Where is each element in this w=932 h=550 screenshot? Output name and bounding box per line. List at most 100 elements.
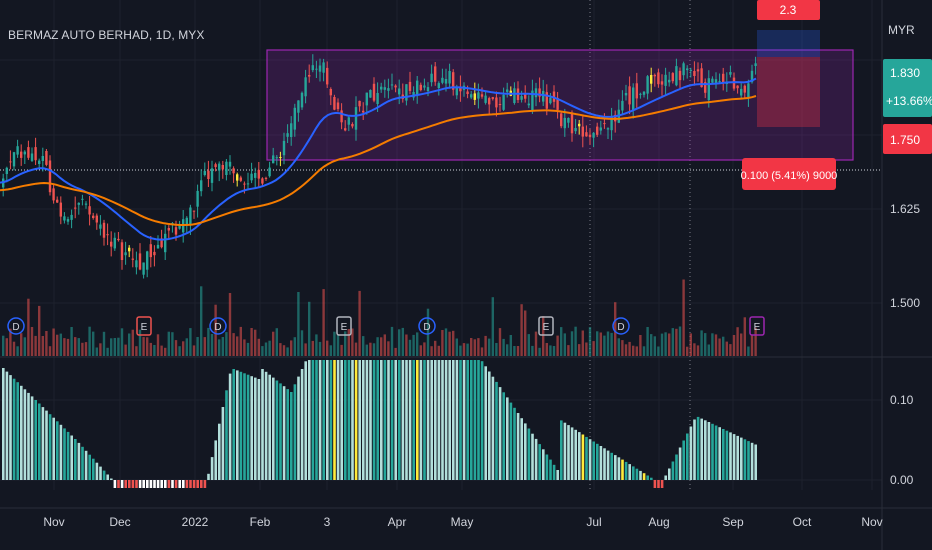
volume-bar [509,335,512,356]
oscillator-bar [556,470,559,480]
oscillator-bar [718,427,721,480]
candle-body [581,126,584,137]
volume-bar [228,293,232,356]
oscillator-negative-bar [660,480,664,488]
oscillator-bar [351,360,354,480]
oscillator-bar [106,474,109,480]
candle-body [221,165,224,170]
oscillator-bar [592,441,595,480]
oscillator-bar [52,417,55,480]
volume-bar [358,290,361,356]
candle-body [599,127,602,131]
volume-bar [261,346,264,356]
candle-body [549,97,552,104]
candle-body [304,77,307,97]
earnings-marker [749,316,765,336]
candle-body [5,167,8,174]
candle-body [66,219,70,222]
volume-bar [488,338,491,356]
candle-body [189,207,192,225]
oscillator-bar [214,440,217,480]
oscillator-bar [621,459,624,480]
red-level-tag [883,124,932,154]
candle-body [729,72,732,75]
volume-bar [743,317,746,356]
volume-bar [455,338,458,356]
oscillator-bar [390,360,394,480]
oscillator-bar [750,442,754,480]
volume-bar [81,342,84,356]
volume-bar [20,333,23,356]
oscillator-bar [243,373,246,480]
volume-bar [272,331,275,356]
candle-body [563,117,566,129]
volume-bar [689,333,692,356]
candle-body [635,83,638,99]
volume-bar [452,330,455,356]
volume-bar [484,335,487,356]
candle-body [315,68,318,70]
volume-bar [340,344,343,356]
volume-bar [167,331,170,356]
measure-top-tag [757,0,820,20]
volume-bar [106,347,109,356]
volume-bar [682,279,685,356]
volume-bar [675,328,678,356]
volume-bar [639,335,642,356]
candle-body [20,151,23,158]
dividend-marker [418,317,436,335]
dividend-marker-label: D [423,322,430,333]
oscillator-bar [20,385,23,480]
volume-bar [286,347,289,356]
oscillator-bar [628,464,631,480]
axis-currency: MYR [888,23,915,37]
oscillator-bar [110,478,113,480]
oscillator-negative-bar [113,480,117,488]
oscillator-bar [365,360,369,480]
earnings-marker [336,316,352,336]
oscillator-bar [95,462,99,480]
volume-bar [725,341,728,356]
volume-bar [574,326,577,356]
candle-body [603,123,606,125]
range-box [266,49,854,161]
volume-bar [344,331,347,356]
candle-body [207,170,210,179]
earnings-marker-label: E [141,322,148,333]
volume-bar [171,332,174,356]
volume-bar [711,333,714,356]
candle-body [9,161,12,163]
volume-bar [650,334,653,356]
oscillator-bar [228,373,232,480]
oscillator-bar [678,447,682,480]
volume-bar [614,302,617,356]
oscillator-bar [545,454,549,480]
candle-body [27,147,30,158]
volume-bar [628,341,631,356]
candle-body [480,94,484,97]
oscillator-bar [642,473,646,480]
oscillator-bar [477,360,480,480]
volume-bar [297,292,300,356]
volume-bar [466,343,469,356]
volume-bar [160,345,163,356]
candle-body [696,69,700,72]
earnings-marker [538,316,554,336]
volume-bar [102,331,106,356]
oscillator-bar [426,360,430,480]
oscillator-bar [290,392,293,480]
candle-body [542,90,545,102]
oscillator-bar [603,448,606,480]
volume-bar [686,346,689,356]
dividend-marker-label: D [617,322,624,333]
time-axis-label: Sep [722,515,744,529]
dividend-marker-label: D [214,322,221,333]
oscillator-bar [671,461,675,480]
volume-bar [585,342,588,356]
candle-body [149,244,152,258]
oscillator-bar [318,360,322,480]
candle-body [131,258,134,260]
oscillator-negative-bar [200,480,203,488]
volume-bar [552,346,556,356]
